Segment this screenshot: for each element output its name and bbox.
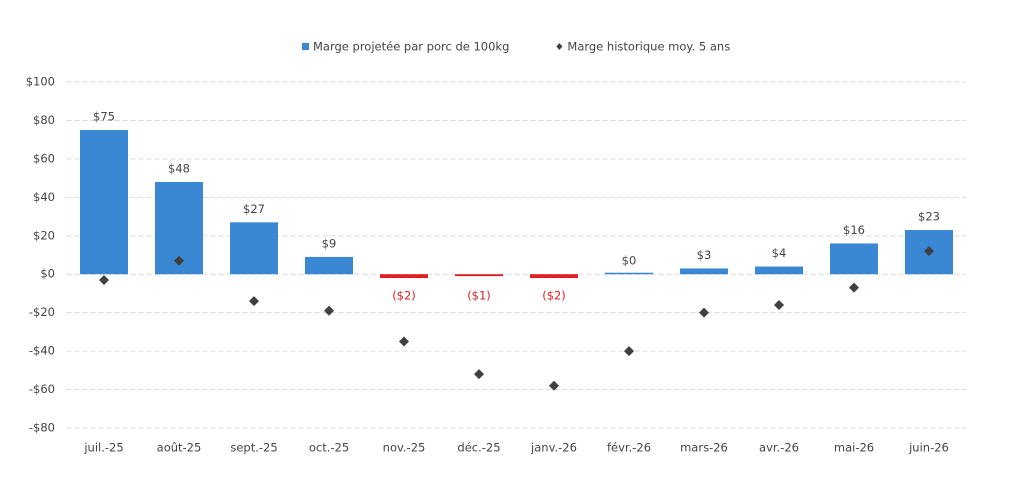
x-tick-label: nov.-25	[383, 441, 426, 455]
x-tick-label: juin-26	[908, 441, 949, 455]
diamond-marker	[399, 336, 409, 347]
diamond-marker	[774, 299, 784, 310]
x-tick-label: déc.-25	[457, 441, 500, 455]
x-tick-label: févr.-26	[607, 441, 651, 455]
x-tick-label: sept.-25	[230, 441, 277, 455]
legend-swatch	[556, 43, 563, 50]
diamond-marker	[474, 369, 484, 380]
y-tick-label: $0	[40, 267, 55, 281]
diamond-marker	[849, 282, 859, 293]
diamond-marker	[549, 380, 559, 391]
data-label: $0	[622, 254, 637, 268]
bar	[230, 222, 278, 275]
y-tick-label: $80	[33, 113, 55, 127]
y-tick-label: -$40	[29, 344, 55, 358]
legend-label: Marge projetée par porc de 100kg	[313, 40, 509, 54]
x-tick-label: oct.-25	[309, 441, 349, 455]
y-tick-label: $100	[26, 75, 55, 89]
data-label: ($2)	[392, 289, 416, 303]
data-label: $9	[322, 236, 337, 250]
legend-label: Marge historique moy. 5 ans	[567, 40, 730, 54]
bar	[530, 274, 578, 279]
data-label: $48	[168, 161, 190, 175]
diamond-marker	[174, 255, 184, 266]
y-tick-label: $20	[33, 228, 55, 242]
x-tick-label: mars-26	[680, 441, 728, 455]
x-tick-label: janv.-26	[530, 441, 577, 455]
bar	[755, 266, 803, 275]
bar	[80, 130, 128, 275]
y-tick-label: -$20	[29, 305, 55, 319]
diamond-marker	[324, 305, 334, 316]
bar	[455, 274, 503, 277]
bar	[605, 272, 653, 275]
data-label: ($2)	[542, 289, 566, 303]
x-tick-label: avr.-26	[759, 441, 799, 455]
y-tick-label: -$80	[29, 421, 55, 435]
y-tick-label: -$60	[29, 382, 55, 396]
x-tick-label: juil.-25	[83, 441, 123, 455]
x-tick-label: mai-26	[834, 441, 874, 455]
bar	[680, 268, 728, 275]
data-label: $27	[243, 202, 265, 216]
data-label: $16	[843, 223, 865, 237]
bar	[380, 274, 428, 279]
data-label: $3	[697, 248, 712, 262]
data-label: ($1)	[467, 289, 491, 303]
diamond-marker	[624, 346, 634, 357]
x-tick-label: août-25	[157, 441, 202, 455]
diamond-marker	[924, 246, 934, 257]
diamond-marker	[99, 274, 109, 285]
data-label: $4	[772, 246, 787, 260]
data-label: $75	[93, 110, 115, 124]
diamond-marker	[699, 307, 709, 318]
data-label: $23	[918, 210, 940, 224]
diamond-marker	[249, 296, 259, 307]
y-tick-label: $60	[33, 151, 55, 165]
legend-swatch	[302, 43, 309, 50]
bar	[305, 256, 353, 275]
bar	[830, 243, 878, 275]
y-tick-label: $40	[33, 190, 55, 204]
